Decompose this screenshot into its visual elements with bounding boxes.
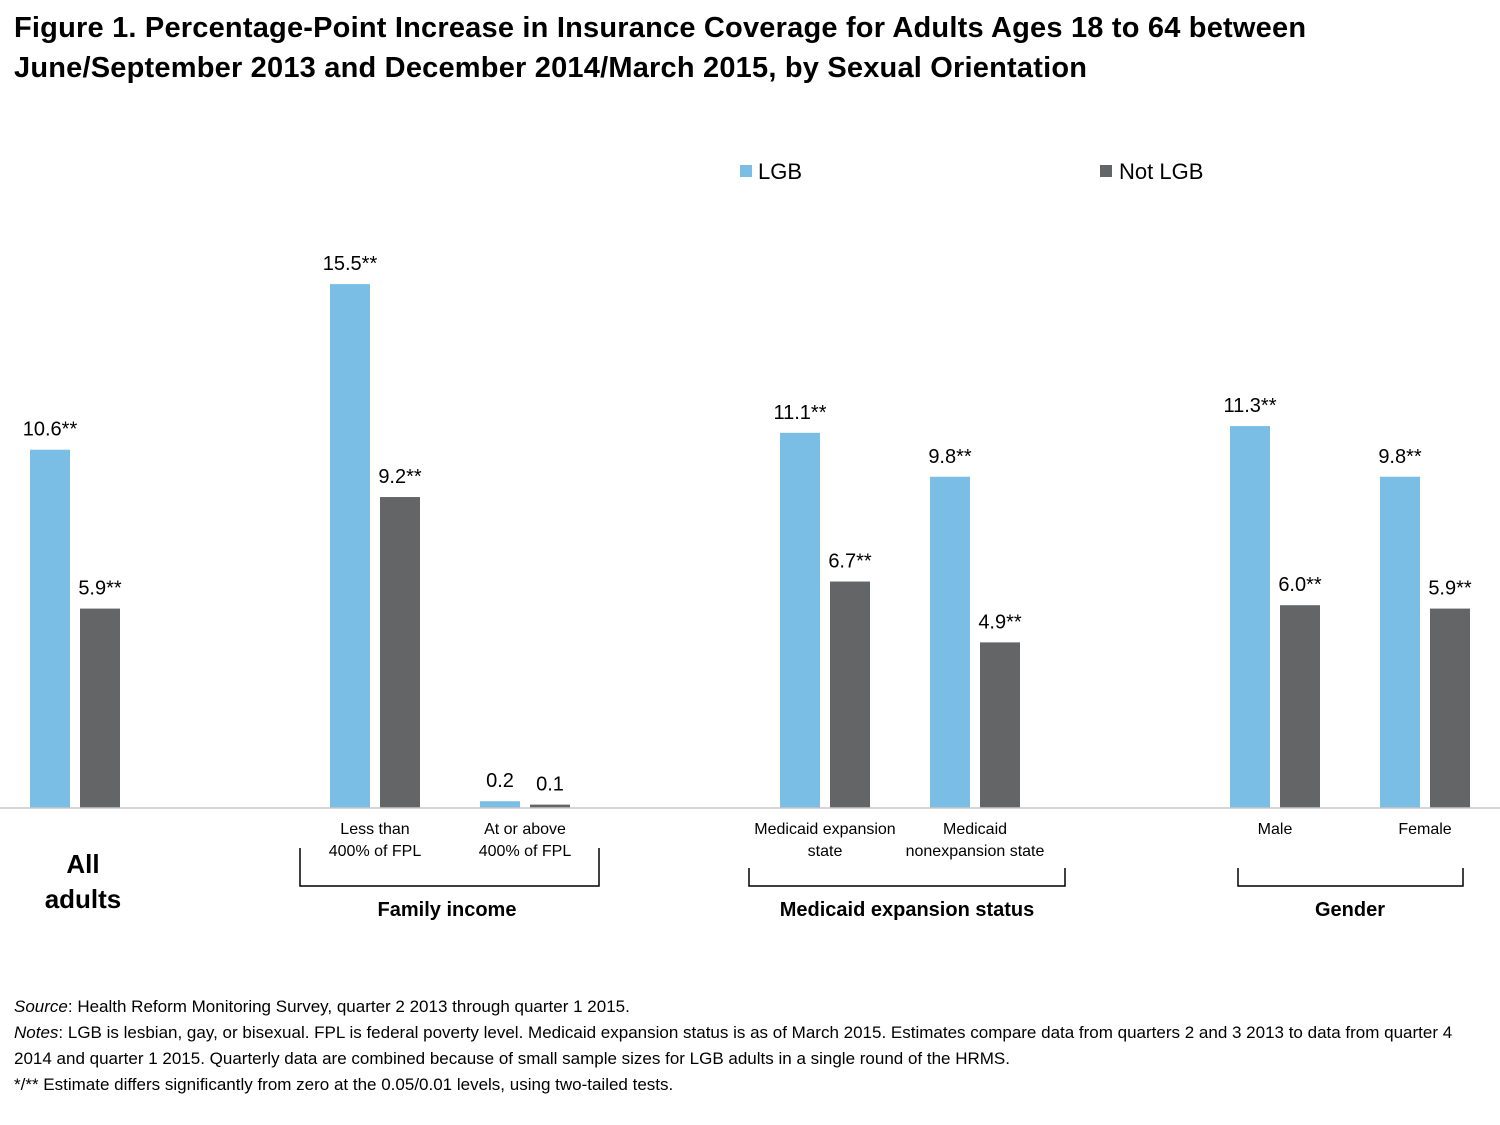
bar-all-not-lgb bbox=[80, 608, 120, 808]
bar-lt400-lgb bbox=[330, 284, 370, 809]
bar-male-not-lgb bbox=[1280, 605, 1320, 808]
notes: Notes: LGB is lesbian, gay, or bisexual.… bbox=[14, 1020, 1484, 1072]
bar-male-lgb bbox=[1230, 426, 1270, 808]
bar-chart: LGB Not LGB 10.6** 15.5** 0.2 11.1** 9.8** 11.… bbox=[0, 159, 1500, 921]
value-label-ge400-not-lgb: 0.1 bbox=[536, 774, 564, 796]
source-text: : Health Reform Monitoring Survey, quart… bbox=[67, 997, 630, 1016]
group-label-medicaid-expansion-status: Medicaid expansion status bbox=[780, 899, 1035, 921]
value-label-medexp-not-lgb: 6.7** bbox=[828, 551, 872, 573]
figure-title: Figure 1. Percentage-Point Increase in I… bbox=[14, 12, 1307, 84]
x-axis: All adults Less than 400% of FPL At or above… bbox=[0, 807, 1500, 921]
legend-swatch-lgb bbox=[740, 165, 752, 177]
bar-lt400-not-lgb bbox=[380, 497, 420, 808]
value-label-mednonexp-lgb: 9.8** bbox=[928, 446, 972, 468]
value-label-male-not-lgb: 6.0** bbox=[1278, 574, 1322, 596]
value-label-female-not-lgb: 5.9** bbox=[1428, 578, 1472, 600]
source-note: Source: Health Reform Monitoring Survey,… bbox=[14, 994, 1484, 1020]
notes-label: Notes bbox=[14, 1023, 59, 1042]
legend-swatch-not-lgb bbox=[1100, 165, 1112, 177]
group-label-family-income: Family income bbox=[378, 899, 517, 921]
bar-female-not-lgb bbox=[1430, 608, 1470, 808]
value-label-male-lgb: 11.3** bbox=[1223, 395, 1276, 417]
bar-ge400-not-lgb bbox=[530, 804, 570, 808]
category-label-medexp: Medicaid expansion state bbox=[754, 821, 895, 860]
value-label-all-not-lgb: 5.9** bbox=[78, 578, 122, 600]
notes-text: : LGB is lesbian, gay, or bisexual. FPL … bbox=[14, 1023, 1453, 1068]
legend: LGB Not LGB bbox=[740, 159, 1203, 184]
source-label: Source bbox=[14, 997, 68, 1016]
category-label-mednonexp: Medicaid nonexpansion state bbox=[906, 821, 1045, 860]
value-label-mednonexp-not-lgb: 4.9** bbox=[978, 611, 1022, 633]
legend-label-lgb: LGB bbox=[758, 159, 802, 184]
category-label-male: Male bbox=[1258, 821, 1293, 838]
category-label-ge400: At or above 400% of FPL bbox=[479, 821, 572, 860]
bars: 10.6** 15.5** 0.2 11.1** 9.8** 11.3** 9.8** 5.9… bbox=[23, 253, 1472, 809]
category-label-all-adults: All adults bbox=[45, 849, 122, 914]
group-label-gender: Gender bbox=[1315, 899, 1385, 921]
value-label-ge400-lgb: 0.2 bbox=[486, 770, 514, 792]
bar-medexp-lgb bbox=[780, 432, 820, 808]
bar-female-lgb bbox=[1380, 476, 1420, 808]
value-label-medexp-lgb: 11.1** bbox=[773, 402, 826, 424]
significance-note: */** Estimate differs significantly from… bbox=[14, 1075, 674, 1094]
value-label-lt400-not-lgb: 9.2** bbox=[378, 466, 422, 488]
bracket-family-income bbox=[299, 848, 600, 887]
value-label-female-lgb: 9.8** bbox=[1378, 446, 1422, 468]
value-label-lt400-lgb: 15.5** bbox=[323, 253, 378, 275]
value-label-all-lgb: 10.6** bbox=[23, 419, 78, 441]
bar-mednonexp-lgb bbox=[930, 476, 970, 808]
bar-ge400-lgb bbox=[480, 801, 520, 808]
bracket-medicaid-expansion-status bbox=[748, 868, 1066, 887]
bar-all-lgb bbox=[30, 449, 70, 808]
category-label-lt400: Less than 400% of FPL bbox=[329, 821, 422, 860]
bar-medexp-not-lgb bbox=[830, 581, 870, 808]
category-label-female: Female bbox=[1398, 821, 1451, 838]
bar-mednonexp-not-lgb bbox=[980, 642, 1020, 808]
bracket-gender bbox=[1237, 868, 1464, 887]
chart-footer: Source: Health Reform Monitoring Survey,… bbox=[14, 994, 1484, 1098]
legend-label-not-lgb: Not LGB bbox=[1119, 159, 1203, 184]
